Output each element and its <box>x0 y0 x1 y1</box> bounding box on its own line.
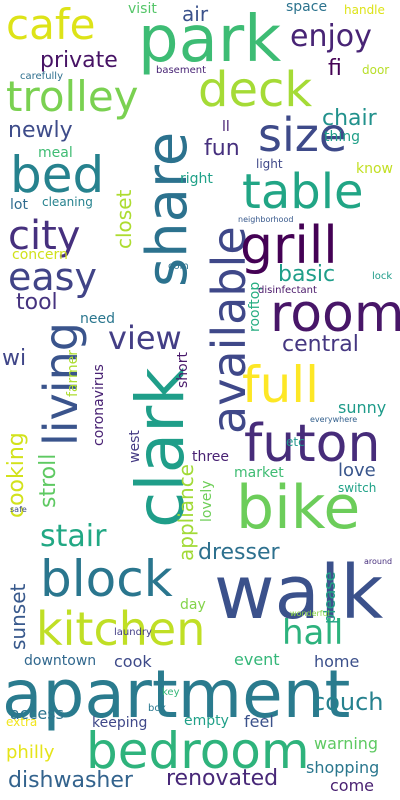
word-bike: bike <box>236 473 361 543</box>
word-dresser: dresser <box>198 540 280 565</box>
word-keeping: keeping <box>92 715 148 731</box>
word-box: box <box>148 703 167 714</box>
word-event: event <box>234 650 280 669</box>
word-empty: empty <box>184 713 229 729</box>
word-lock: lock <box>372 271 393 282</box>
word-walk: walk <box>214 550 384 636</box>
word-thing: thing <box>324 129 361 145</box>
word-disinfectant: disinfectant <box>258 285 317 296</box>
word-coronavirus: coronavirus <box>91 364 107 446</box>
word-apartment: apartment <box>2 656 351 733</box>
word-stroll: stroll <box>36 453 61 508</box>
word-philly: philly <box>6 742 55 763</box>
word-easy: easy <box>8 255 97 299</box>
word-fun: fun <box>204 136 240 161</box>
word-key: key <box>162 687 180 698</box>
word-downtown: downtown <box>24 653 97 669</box>
word-day: day <box>180 597 206 613</box>
word-visit: visit <box>128 1 157 17</box>
word-ll: ll <box>222 119 230 135</box>
word-access: access <box>10 704 64 723</box>
word-central: central <box>282 332 359 357</box>
word-full: full <box>242 356 320 414</box>
word-three: three <box>192 449 230 465</box>
word-switch: switch <box>338 481 377 495</box>
word-dishwasher: dishwasher <box>8 768 133 793</box>
word-couch: couch <box>312 688 384 716</box>
word-extra: extra <box>6 715 38 729</box>
word-concern: concern <box>12 247 68 263</box>
word-city: city <box>8 213 81 259</box>
word-door: door <box>362 63 390 77</box>
word-trolley: trolley <box>6 72 139 121</box>
word-size: size <box>258 108 348 162</box>
word-hall: hall <box>282 613 344 653</box>
word-basic: basic <box>278 262 336 287</box>
word-bed: bed <box>10 146 105 204</box>
word-tool: tool <box>16 290 58 315</box>
word-coin: coin <box>168 261 189 272</box>
word-market: market <box>234 465 284 481</box>
word-farmer: farmer <box>65 349 81 397</box>
word-view: view <box>108 319 182 357</box>
word-everywhere: everywhere <box>310 415 358 424</box>
word-cleaning: cleaning <box>42 195 93 209</box>
word-home: home <box>314 652 360 671</box>
word-closet: closet <box>112 189 136 249</box>
word-lovely: lovely <box>199 480 215 522</box>
word-table: table <box>242 164 364 220</box>
word-sunny: sunny <box>338 398 387 417</box>
word-handle: handle <box>344 3 385 17</box>
word-fi: fi <box>328 56 342 81</box>
word-light: light <box>256 157 283 171</box>
word-deck: deck <box>198 62 313 118</box>
word-cook: cook <box>114 652 152 671</box>
word-kitchen: kitchen <box>36 602 206 656</box>
word-space: space <box>286 0 328 15</box>
word-carefully: carefully <box>20 71 64 82</box>
word-etc: etc <box>286 435 305 449</box>
word-futon: futon <box>244 414 381 474</box>
word-wonderful: wonderful <box>290 609 330 618</box>
word-west: west <box>127 430 143 463</box>
word-laundry: laundry <box>114 627 152 638</box>
word-love: love <box>338 460 376 481</box>
word-basement: basement <box>156 65 206 76</box>
word-air: air <box>182 2 209 26</box>
word-enjoy: enjoy <box>290 19 372 54</box>
word-renovated: renovated <box>166 766 279 791</box>
word-warning: warning <box>314 734 379 753</box>
word-private: private <box>40 48 118 73</box>
word-around: around <box>364 557 393 566</box>
word-short: short <box>175 352 191 388</box>
word-safe: safe <box>10 505 27 514</box>
word-wi: wi <box>2 346 27 371</box>
word-know: know <box>356 161 393 177</box>
word-park: park <box>138 3 282 77</box>
word-block: block <box>40 550 173 608</box>
word-shopping: shopping <box>306 758 380 777</box>
word-appliance: appliance <box>174 464 198 561</box>
word-sunset: sunset <box>6 583 30 650</box>
word-meal: meal <box>38 145 73 161</box>
word-feel: feel <box>244 712 274 731</box>
word-room: room <box>270 284 400 344</box>
word-newly: newly <box>8 118 73 143</box>
word-come: come <box>330 776 375 795</box>
word-chair: chair <box>322 106 377 131</box>
word-lot: lot <box>10 197 28 213</box>
word-right: right <box>180 171 213 187</box>
word-cafe: cafe <box>6 0 96 49</box>
word-neighborhood: neighborhood <box>238 215 294 224</box>
word-bedroom: bedroom <box>86 722 310 780</box>
word-need: need <box>80 311 115 327</box>
word-stair: stair <box>40 519 107 554</box>
word-grill: grill <box>240 216 338 276</box>
